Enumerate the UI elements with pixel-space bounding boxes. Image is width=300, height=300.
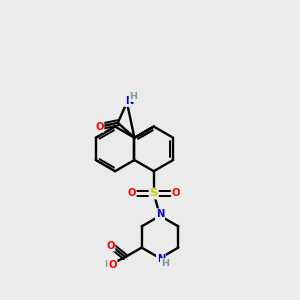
Text: O: O	[108, 260, 117, 270]
Text: O: O	[128, 188, 136, 199]
Text: N: N	[156, 209, 164, 219]
Text: O: O	[172, 188, 180, 199]
Text: H: H	[104, 260, 112, 269]
Text: H: H	[161, 259, 169, 268]
Text: O: O	[95, 122, 103, 132]
Text: S: S	[150, 188, 158, 199]
Text: H: H	[130, 92, 137, 101]
Text: O: O	[106, 241, 115, 251]
Text: N: N	[157, 254, 165, 264]
Text: N: N	[125, 96, 133, 106]
